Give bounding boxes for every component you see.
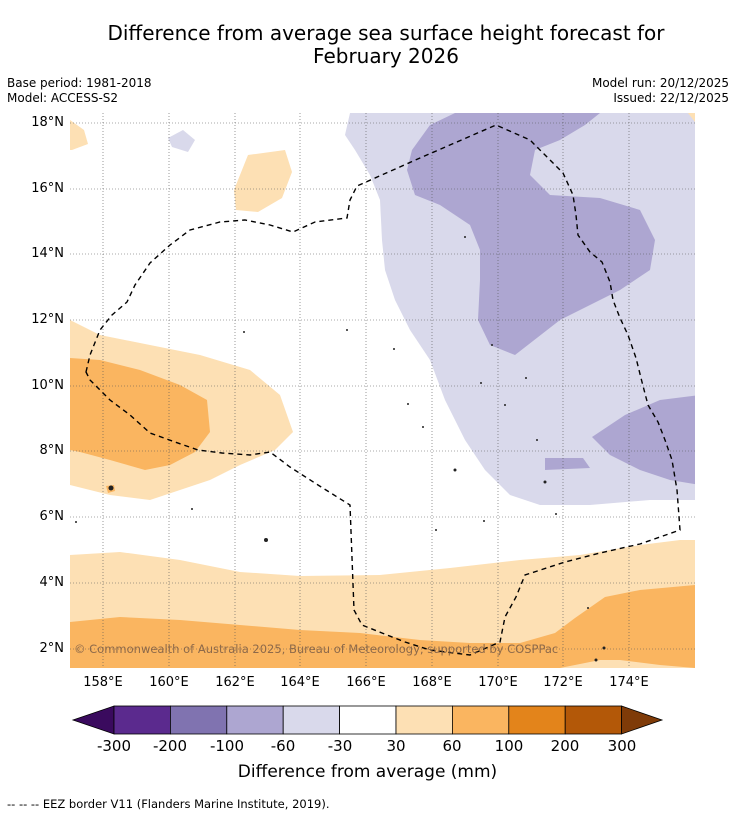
- colorbar-tick: 60: [442, 737, 462, 755]
- colorbar-tick: 200: [550, 737, 580, 755]
- colorbar-bin-4: [282, 705, 341, 735]
- contour-medium-purple-north: [407, 113, 655, 355]
- colorbar-extend-low: [71, 705, 115, 735]
- lon-label-170: 170°E: [478, 675, 518, 690]
- colorbar-label: Difference from average (mm): [237, 762, 498, 782]
- island-dot: [243, 331, 245, 333]
- meta-right: Model run: 20/12/2025 Issued: 22/12/2025: [592, 76, 729, 106]
- base-period: Base period: 1981-2018: [7, 76, 152, 90]
- island-dot: [407, 403, 409, 405]
- island-dot: [191, 508, 193, 510]
- island-dot: [504, 404, 506, 406]
- colorbar-tick: -60: [270, 737, 296, 755]
- colorbar-extend-high: [621, 705, 664, 735]
- copyright-notice: © Commonwealth of Australia 2025, Bureau…: [74, 642, 559, 656]
- island-dot: [555, 513, 557, 515]
- colorbar-bin-5: [339, 705, 397, 735]
- title-line-1: Difference from average sea surface heig…: [107, 21, 665, 45]
- colorbar-tick: 30: [386, 737, 406, 755]
- colorbar-bin-9: [564, 705, 623, 735]
- island-dot: [108, 485, 114, 491]
- model-run: Model run: 20/12/2025: [591, 76, 729, 90]
- colorbar-bin-6: [395, 705, 453, 735]
- colorbar-bin-1: [113, 705, 171, 735]
- eez-border: [85, 124, 681, 656]
- island-dot: [525, 377, 527, 379]
- colorbar-tick: 100: [494, 737, 524, 755]
- meta-left: Base period: 1981-2018 Model: ACCESS-S2: [7, 76, 152, 106]
- island-dot: [75, 521, 77, 523]
- contour-medium-purple-east: [592, 395, 695, 485]
- lat-label-6: 6°N: [39, 509, 65, 524]
- colorbar-tick: -200: [152, 737, 188, 755]
- map-field: [70, 113, 695, 668]
- colorbar-tick: -30: [327, 737, 353, 755]
- island-dot: [491, 344, 493, 346]
- island-dot: [453, 468, 457, 472]
- island-dot: [483, 520, 485, 522]
- gridlines: [70, 113, 695, 668]
- lat-label-16: 16°N: [31, 181, 64, 196]
- island-dot: [594, 658, 598, 662]
- contour-light-orange-topright: [688, 113, 695, 122]
- lon-label-166: 166°E: [346, 675, 386, 690]
- contour-orange-south: [70, 585, 695, 668]
- eez-footnote: -- -- -- EEZ border V11 (Flanders Marine…: [7, 797, 330, 811]
- island-dot: [602, 646, 606, 650]
- island-dot: [435, 529, 437, 531]
- colorbar-bin-2: [169, 705, 228, 735]
- issued-date: Issued: 22/12/2025: [613, 91, 729, 105]
- lon-label-168: 168°E: [412, 675, 452, 690]
- colorbar-tick: 300: [607, 737, 637, 755]
- lon-label-172: 172°E: [543, 675, 583, 690]
- lon-label-174: 174°E: [609, 675, 649, 690]
- island-dot: [346, 329, 348, 331]
- colorbar-bin-8: [508, 705, 566, 735]
- island-dot: [543, 480, 547, 484]
- lat-label-14: 14°N: [31, 246, 64, 261]
- chart-title: Difference from average sea surface heig…: [60, 22, 712, 68]
- lat-label-10: 10°N: [31, 378, 64, 393]
- lat-label-18: 18°N: [31, 115, 64, 130]
- islands: [75, 236, 606, 662]
- lon-label-162: 162°E: [215, 675, 255, 690]
- island-dot: [393, 348, 395, 350]
- island-dot: [264, 538, 268, 542]
- island-dot: [587, 607, 589, 609]
- lat-label-8: 8°N: [39, 443, 65, 458]
- island-dot: [480, 382, 482, 384]
- model-name: Model: ACCESS-S2: [7, 91, 119, 105]
- lat-label-2: 2°N: [39, 641, 65, 656]
- island-dot: [536, 439, 538, 441]
- lon-label-164: 164°E: [280, 675, 320, 690]
- colorbar-tick: -300: [96, 737, 132, 755]
- colorbar-bin-7: [451, 705, 510, 735]
- lat-label-4: 4°N: [39, 575, 65, 590]
- contour-light-orange-corner: [70, 120, 88, 150]
- contour-light-orange-island: [234, 150, 292, 212]
- colorbar-bin-3: [226, 705, 284, 735]
- island-dot: [464, 236, 466, 238]
- island-dot: [422, 426, 424, 428]
- contour-medium-purple-small: [545, 458, 590, 470]
- title-line-2: February 2026: [313, 44, 459, 68]
- lon-label-160: 160°E: [149, 675, 189, 690]
- colorbar-tick: -100: [209, 737, 245, 755]
- contour-light-purple-small: [168, 130, 195, 152]
- lon-label-158: 158°E: [83, 675, 123, 690]
- lat-label-12: 12°N: [31, 312, 64, 327]
